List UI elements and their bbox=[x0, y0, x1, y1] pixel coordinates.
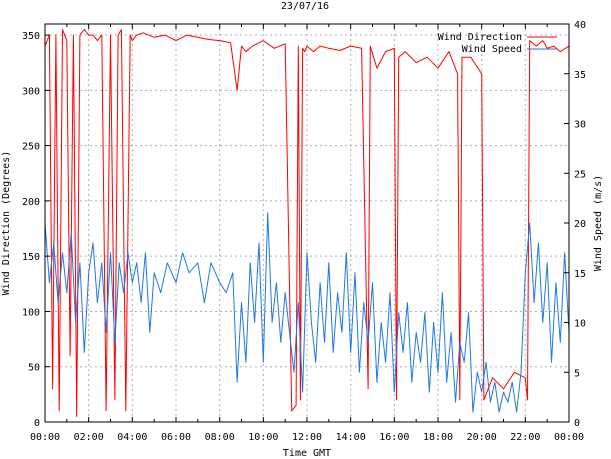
x-tick-label: 20:00 bbox=[467, 432, 497, 443]
left-tick-label: 250 bbox=[22, 142, 40, 153]
left-axis: 0 50 100 150 200 250 300 350 bbox=[22, 31, 50, 429]
x-axis: 00:00 02:00 04:00 06:00 08:00 10:00 12:00 14:00… bbox=[30, 24, 584, 443]
chart-title: 23/07/16 bbox=[281, 1, 329, 12]
right-tick-label: 40 bbox=[574, 20, 586, 31]
x-tick-label: 22:00 bbox=[510, 432, 540, 443]
right-tick-label: 35 bbox=[574, 70, 586, 81]
right-tick-label: 25 bbox=[574, 169, 586, 180]
x-tick-label: 14:00 bbox=[336, 432, 366, 443]
right-tick-label: 0 bbox=[574, 418, 580, 429]
series-layer bbox=[44, 29, 570, 417]
x-tick-label: 10:00 bbox=[248, 432, 278, 443]
x-tick-label: 04:00 bbox=[117, 432, 147, 443]
left-tick-label: 200 bbox=[22, 197, 40, 208]
x-tick-label: 06:00 bbox=[161, 432, 191, 443]
legend-label: Wind Direction bbox=[438, 32, 522, 43]
x-tick-label: 18:00 bbox=[423, 432, 453, 443]
x-tick-label: 00:00 bbox=[554, 432, 584, 443]
grid-lines bbox=[45, 24, 569, 422]
right-tick-label: 5 bbox=[574, 368, 580, 379]
x-axis-label: Time GMT bbox=[283, 448, 331, 459]
wind-direction-line bbox=[44, 29, 570, 417]
right-axis-label: Wind Speed (m/s) bbox=[593, 175, 604, 271]
right-tick-label: 20 bbox=[574, 219, 586, 230]
right-axis: 0 5 10 15 20 25 30 35 40 bbox=[564, 20, 586, 429]
left-tick-label: 150 bbox=[22, 252, 40, 263]
right-tick-label: 10 bbox=[574, 319, 586, 330]
left-tick-label: 350 bbox=[22, 31, 40, 42]
x-tick-label: 12:00 bbox=[292, 432, 322, 443]
wind-speed-line bbox=[44, 212, 570, 413]
left-tick-label: 50 bbox=[28, 363, 40, 374]
legend-label: Wind Speed bbox=[462, 44, 522, 55]
right-tick-label: 15 bbox=[574, 269, 586, 280]
x-tick-label: 02:00 bbox=[74, 432, 104, 443]
left-tick-label: 100 bbox=[22, 307, 40, 318]
left-tick-label: 0 bbox=[34, 418, 40, 429]
x-tick-label: 16:00 bbox=[379, 432, 409, 443]
left-axis-label: Wind Direction (Degrees) bbox=[1, 151, 12, 296]
x-tick-label: 00:00 bbox=[30, 432, 60, 443]
x-tick-label: 08:00 bbox=[205, 432, 235, 443]
right-tick-label: 30 bbox=[574, 120, 586, 131]
left-tick-label: 300 bbox=[22, 86, 40, 97]
